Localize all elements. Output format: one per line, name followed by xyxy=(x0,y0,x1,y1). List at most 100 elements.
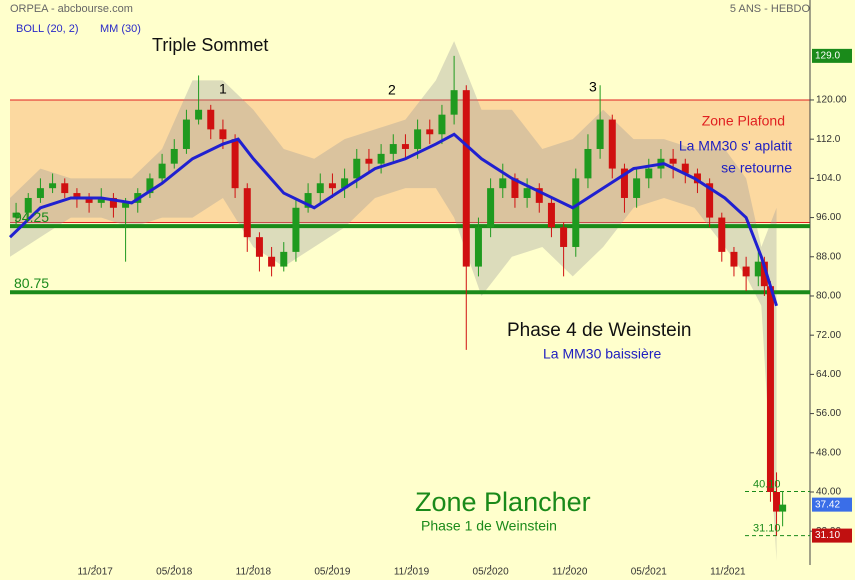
candle-body xyxy=(706,183,714,218)
y-tick-label: 88.00 xyxy=(816,251,841,262)
candle-body xyxy=(24,197,32,213)
x-tick-label: 11/2020 xyxy=(552,567,588,578)
candle-body xyxy=(414,129,422,149)
y-tick-label: 80.00 xyxy=(816,291,841,302)
price-tag-label: 129.0 xyxy=(815,51,840,62)
candle-body xyxy=(693,173,701,184)
candle-body xyxy=(61,183,69,194)
candle-body xyxy=(292,207,300,252)
x-tick-label: 05/2018 xyxy=(156,567,193,578)
candle-body xyxy=(535,188,543,203)
x-tick-label: 05/2019 xyxy=(314,567,351,578)
annotation: 1 xyxy=(219,81,227,97)
candle-body xyxy=(97,197,105,203)
candle-body xyxy=(474,227,482,267)
y-tick-label: 104.0 xyxy=(816,173,841,184)
candle-body xyxy=(426,129,434,135)
candle-body xyxy=(572,178,580,247)
candle-body xyxy=(487,188,495,228)
candle-body xyxy=(560,227,568,247)
candle-body xyxy=(341,178,349,189)
candle-body xyxy=(401,144,409,149)
candle-body xyxy=(608,119,616,169)
y-tick-label: 40.00 xyxy=(816,487,841,498)
chart-title: ORPEA - abcbourse.com xyxy=(10,3,133,15)
candle-body xyxy=(645,168,653,179)
candle-body xyxy=(268,256,276,267)
candle-body xyxy=(511,178,519,198)
annotation: Phase 4 de Weinstein xyxy=(507,320,692,341)
annotation: La MM30 baissière xyxy=(543,346,661,362)
candle-body xyxy=(779,504,787,512)
candle-body xyxy=(438,114,446,135)
candle-body xyxy=(718,217,726,252)
candle-body xyxy=(170,148,178,164)
candle-body xyxy=(547,202,555,228)
candle-body xyxy=(365,158,373,164)
candle-body xyxy=(742,266,750,277)
x-tick-label: 11/2017 xyxy=(77,567,113,578)
annotation-layer: ORPEA - abcbourse.com 5 ANS - HEBDO BOLL… xyxy=(10,3,852,578)
candle-body xyxy=(499,178,507,189)
level-label: 80.75 xyxy=(14,275,49,291)
price-tag-label: 37.42 xyxy=(815,499,840,510)
candle-body xyxy=(49,183,57,189)
annotation: Zone Plafond xyxy=(702,113,785,129)
y-tick-label: 120.00 xyxy=(816,95,847,106)
annotation: Triple Sommet xyxy=(152,35,268,55)
candle-body xyxy=(12,212,20,218)
candle-body xyxy=(158,163,166,179)
candle-body xyxy=(681,163,689,174)
price-tag xyxy=(812,48,852,63)
candle-body xyxy=(766,286,774,492)
candle-body xyxy=(36,188,44,198)
candle-body xyxy=(596,119,604,149)
candle-body xyxy=(450,90,458,115)
indicator-label: MM (30) xyxy=(100,23,141,35)
x-tick-label: 11/2019 xyxy=(394,567,430,578)
moving-average xyxy=(8,132,778,307)
annotation: Phase 1 de Weinstein xyxy=(421,518,557,534)
candle-body xyxy=(620,168,628,198)
indicator-label: BOLL (20, 2) xyxy=(16,23,79,35)
candle-body xyxy=(195,109,203,120)
price-tag xyxy=(812,497,852,512)
candle-body xyxy=(73,193,81,198)
candle-body xyxy=(109,197,117,208)
candle-body xyxy=(280,251,288,267)
y-tick-label: 48.00 xyxy=(816,447,841,458)
candle-body xyxy=(773,491,781,512)
level-label: 40.10 xyxy=(753,478,781,490)
candle-body xyxy=(231,139,239,189)
candle-body xyxy=(754,261,762,277)
zone xyxy=(10,99,810,223)
candle-body xyxy=(760,261,768,287)
y-tick-label: 64.00 xyxy=(816,369,841,380)
annotation: 3 xyxy=(589,79,597,95)
annotation: se retourne xyxy=(721,160,792,176)
candle-body xyxy=(353,158,361,179)
data-layer xyxy=(8,55,787,536)
level-label: 31.10 xyxy=(753,523,781,535)
chart-subtitle: 5 ANS - HEBDO xyxy=(730,3,811,15)
candle-body xyxy=(122,202,130,208)
background-layer xyxy=(10,0,814,568)
candle-body xyxy=(146,178,154,194)
x-tick-label: 11/2018 xyxy=(236,567,272,578)
candle-body xyxy=(207,109,215,130)
annotation: 2 xyxy=(388,82,396,98)
annotation: Zone Plancher xyxy=(415,487,591,517)
candle-body xyxy=(584,148,592,179)
candle-body xyxy=(389,144,397,154)
candle-body xyxy=(304,193,312,208)
candle-body xyxy=(462,90,470,267)
y-tick-label: 56.00 xyxy=(816,408,841,419)
candle-body xyxy=(219,129,227,140)
x-tick-label: 11/2021 xyxy=(710,567,746,578)
candle-body xyxy=(669,158,677,164)
candle-body xyxy=(328,183,336,189)
candle-body xyxy=(316,183,324,194)
candle-body xyxy=(730,251,738,267)
candle-body xyxy=(633,178,641,198)
y-tick-label: 96.00 xyxy=(816,212,841,223)
